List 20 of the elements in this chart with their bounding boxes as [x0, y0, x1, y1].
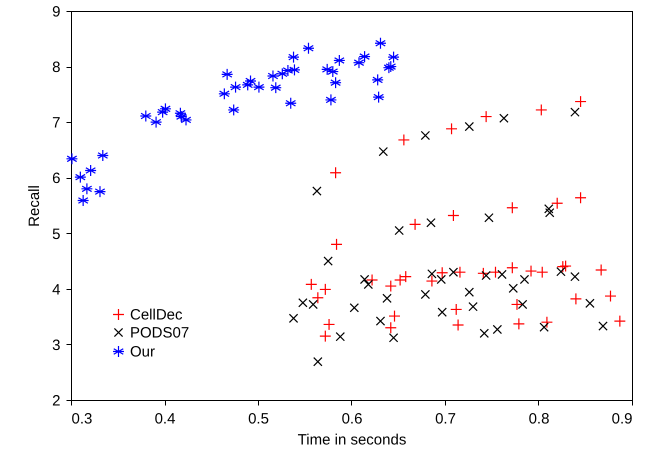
x-tick-label: 0.5	[248, 410, 269, 428]
x-tick-label: 0.8	[528, 410, 550, 428]
x-tick-label: 0.7	[435, 410, 456, 428]
x-tick-label: 0.9	[612, 410, 632, 428]
x-tick-label: 0.6	[342, 410, 362, 428]
x-tick-label: 0.4	[154, 410, 176, 428]
legend-label: Our	[130, 344, 156, 360]
y-tick-label: 6	[52, 170, 60, 188]
y-tick-label: 8	[52, 59, 60, 76]
legend-label: PODS07	[130, 324, 190, 342]
x-axis-title: Time in seconds	[298, 432, 406, 448]
y-tick-label: 3	[52, 336, 60, 354]
y-tick-label: 4	[52, 281, 60, 298]
y-axis-title: Recall	[26, 185, 44, 227]
y-tick-label: 2	[52, 392, 60, 410]
y-tick-label: 5	[52, 226, 60, 243]
x-tick-label: 0.3	[72, 410, 92, 428]
y-tick-label: 9	[52, 4, 60, 20]
y-tick-label: 7	[52, 114, 60, 132]
legend-label: CellDec	[130, 306, 184, 324]
